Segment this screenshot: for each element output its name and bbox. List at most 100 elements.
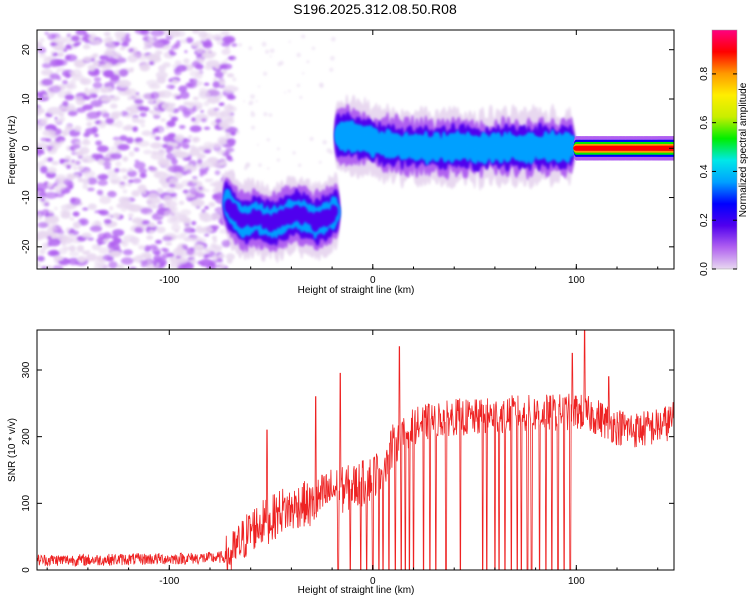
noise-blob (86, 177, 98, 185)
noise-blob (55, 174, 67, 182)
noise-blob (199, 167, 209, 173)
noise-blob (132, 94, 142, 100)
noise-blob (67, 110, 78, 117)
noise-blob (200, 155, 207, 158)
noise-blob (301, 34, 306, 39)
noise-blob (74, 125, 82, 132)
noise-blob (148, 37, 154, 41)
noise-blob (288, 89, 291, 93)
noise-blob (128, 167, 134, 172)
noise-blob (146, 264, 154, 269)
noise-blob (143, 45, 150, 51)
noise-blob (121, 42, 129, 47)
noise-blob (190, 199, 205, 207)
noise-blob (243, 100, 246, 103)
noise-blob (182, 143, 190, 149)
noise-blob (195, 71, 203, 79)
noise-blob (330, 56, 335, 61)
noise-blob (136, 118, 146, 124)
noise-blob (183, 236, 193, 242)
noise-blob (86, 253, 98, 262)
noise-blob (125, 115, 132, 119)
noise-blob (202, 41, 213, 49)
noise-blob (167, 133, 176, 138)
noise-blob (250, 112, 256, 118)
noise-blob (99, 196, 112, 205)
noise-blob (65, 54, 71, 60)
noise-blob (109, 175, 122, 184)
noise-blob (127, 54, 138, 63)
noise-blob (103, 232, 112, 240)
noise-blob (172, 142, 179, 147)
noise-blob (165, 242, 172, 246)
noise-blob (37, 213, 42, 217)
noise-blob (198, 91, 211, 100)
noise-blob (52, 182, 58, 187)
noise-blob (265, 49, 270, 54)
noise-blob (225, 132, 230, 136)
noise-blob (178, 125, 186, 129)
noise-blob (192, 176, 198, 180)
noise-blob (112, 213, 118, 218)
noise-blob (133, 147, 140, 152)
noise-blob (210, 51, 217, 57)
noise-blob (182, 217, 192, 225)
noise-blob (219, 157, 227, 166)
noise-blob (39, 38, 45, 43)
noise-blob (166, 188, 175, 193)
noise-blob (199, 172, 204, 177)
noise-blob (212, 142, 221, 148)
noise-blob (40, 165, 48, 174)
noise-blob (90, 57, 96, 63)
noise-blob (40, 119, 48, 125)
noise-blob (161, 39, 168, 44)
snr-y-axis-label: SNR (10 * v/v) (7, 418, 18, 482)
noise-blob (122, 125, 131, 131)
noise-blob (192, 30, 200, 34)
noise-blob (204, 189, 210, 192)
noise-blob (223, 85, 238, 93)
noise-blob (53, 255, 64, 261)
noise-blob (77, 177, 83, 183)
noise-blob (218, 79, 226, 86)
noise-blob (65, 44, 72, 49)
noise-blob (129, 266, 137, 269)
noise-blob (117, 79, 132, 88)
spectrogram-x-axis-label: Height of straight line (km) (298, 285, 415, 296)
noise-blob (59, 158, 65, 164)
noise-blob (109, 206, 114, 211)
noise-blob (63, 246, 70, 251)
noise-blob (176, 64, 188, 72)
noise-blob (169, 51, 177, 56)
noise-blob (116, 264, 125, 269)
noise-blob (55, 70, 60, 74)
colorbar-tick-label: 0.2 (699, 213, 710, 227)
noise-blob (128, 179, 134, 184)
noise-blob (201, 118, 207, 123)
noise-blob (140, 252, 152, 259)
noise-blob (72, 221, 81, 229)
noise-blob (197, 158, 203, 164)
noise-blob (74, 60, 85, 68)
noise-blob (118, 68, 129, 77)
noise-blob (205, 60, 220, 68)
noise-blob (37, 255, 45, 262)
noise-blob (54, 137, 62, 143)
noise-blob (46, 106, 62, 115)
noise-blob (292, 151, 296, 155)
snr-panel: -100 0 100 0 100 200 300 Height of straight li… (7, 329, 675, 596)
noise-blob (173, 42, 181, 48)
noise-blob (94, 39, 101, 46)
noise-blob (110, 111, 123, 117)
y-tick-label: -20 (21, 239, 32, 254)
noise-blob (43, 202, 50, 207)
noise-blob (125, 137, 134, 144)
noise-blob (170, 217, 178, 222)
noise-blob (171, 223, 181, 232)
noise-blob (79, 77, 92, 86)
noise-blob (71, 159, 75, 163)
noise-blob (172, 79, 179, 84)
noise-blob (218, 121, 227, 129)
y-tick-label: 100 (21, 495, 32, 512)
noise-blob (175, 95, 182, 100)
